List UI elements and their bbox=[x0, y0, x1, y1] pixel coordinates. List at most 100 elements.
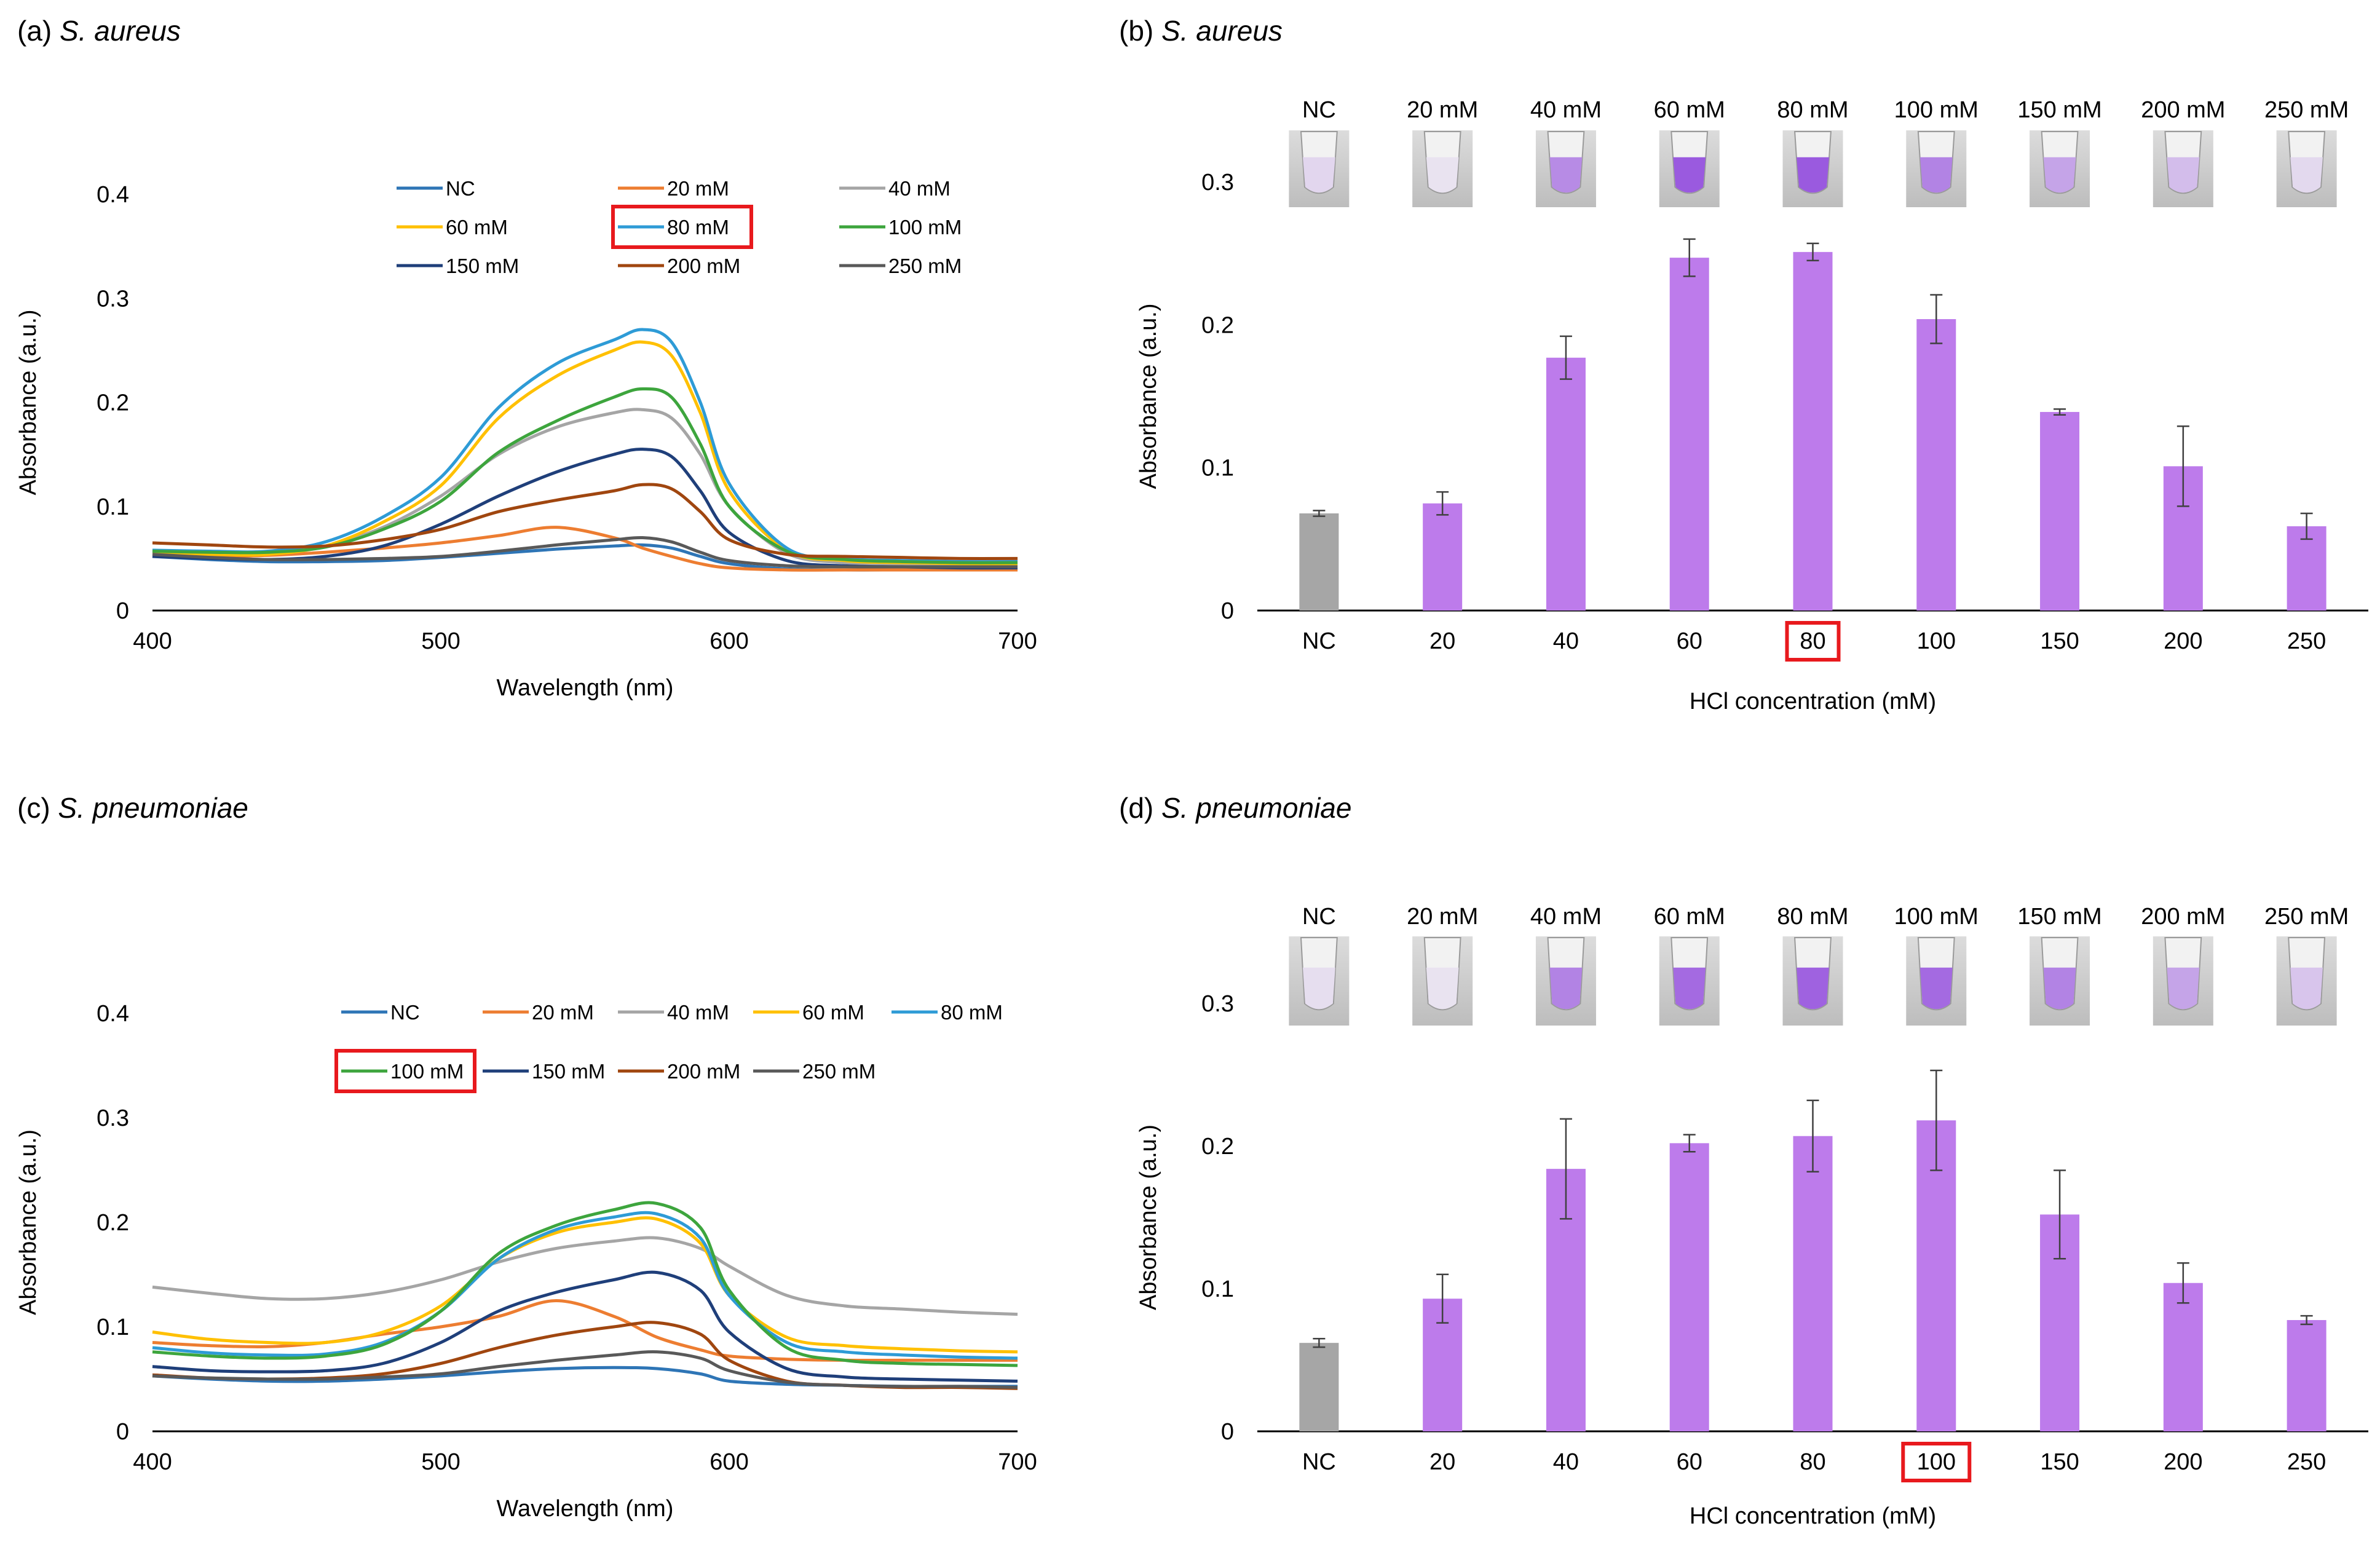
error-bar-80 bbox=[1806, 1099, 1819, 1173]
x-tick-label: 400 bbox=[133, 1449, 172, 1475]
y-tick-label: 0 bbox=[116, 598, 129, 624]
error-bar-100 bbox=[1930, 294, 1943, 344]
x-tick-label: 100 bbox=[1917, 1449, 1956, 1475]
panel-species-a: S. aureus bbox=[60, 15, 181, 47]
highlight-box bbox=[611, 205, 753, 249]
highlight-box bbox=[334, 1049, 476, 1093]
series-line-80-mm bbox=[152, 328, 1018, 564]
x-tick-label: NC bbox=[1302, 1449, 1336, 1475]
series-line-150-mm bbox=[152, 1270, 1018, 1383]
legend-item: 60 mM bbox=[397, 216, 508, 239]
error-bar-20 bbox=[1436, 1273, 1449, 1324]
legend-item: NC bbox=[397, 177, 475, 200]
series-line-80-mm bbox=[152, 1211, 1018, 1360]
x-axis-label: Wavelength (nm) bbox=[497, 1496, 674, 1522]
tube-photo-250 bbox=[2276, 936, 2337, 1026]
panel-title-d-text: (d) S. pneumoniae bbox=[1119, 792, 1351, 824]
tube-liquid bbox=[1549, 967, 1583, 1010]
x-axis-a: 400 500 600 700 Wavelength (nm) bbox=[133, 628, 1037, 701]
legend-label: 60 mM bbox=[802, 1001, 864, 1024]
error-bar-150 bbox=[2054, 408, 2066, 416]
error-bar-40 bbox=[1559, 335, 1572, 380]
tube-label: 80 mM bbox=[1777, 97, 1848, 123]
legend-label: 80 mM bbox=[941, 1001, 1003, 1024]
tube-photo-NC bbox=[1289, 130, 1350, 207]
panel-label-d: (d) bbox=[1119, 792, 1153, 824]
tube-photo-200 bbox=[2153, 936, 2213, 1026]
x-tick-label: 200 bbox=[2164, 1449, 2202, 1475]
x-tick-label: 80 bbox=[1800, 628, 1825, 654]
y-tick-label: 0.4 bbox=[97, 1001, 129, 1027]
panel-label-space-d bbox=[1153, 792, 1161, 824]
y-axis-label: Absorbance (a.u.) bbox=[1136, 303, 1161, 489]
y-tick-label: 0 bbox=[116, 1419, 129, 1445]
highlight-box bbox=[1785, 621, 1841, 662]
x-tick-label: 600 bbox=[710, 628, 748, 654]
bars-b bbox=[1299, 238, 2327, 611]
series-line-200-mm bbox=[152, 483, 1018, 560]
tube-liquid bbox=[2167, 157, 2200, 193]
x-tick-label: 700 bbox=[998, 628, 1037, 654]
x-tick-label: 40 bbox=[1553, 628, 1579, 654]
y-tick-label: 0.1 bbox=[1201, 456, 1234, 481]
x-tick-label: 400 bbox=[133, 628, 172, 654]
bar-60 bbox=[1669, 1143, 1709, 1431]
tube-liquid bbox=[1919, 967, 1953, 1010]
y-axis-label: Absorbance (a.u.) bbox=[1136, 1125, 1161, 1310]
series-line-100-mm bbox=[152, 387, 1018, 564]
x-axis-b: NC 20 40 60 80 100 150 200 250 HCl concentration … bbox=[1302, 621, 2326, 714]
error-bar-200 bbox=[2176, 425, 2189, 507]
series-group-c bbox=[152, 1201, 1018, 1390]
panel-label-c: (c) bbox=[17, 792, 50, 824]
x-tick-label: 60 bbox=[1677, 1449, 1702, 1475]
legend-label: 80 mM bbox=[667, 216, 729, 239]
legend-label: 20 mM bbox=[667, 177, 729, 200]
x-tick-label: 500 bbox=[421, 628, 460, 654]
error-bar-60 bbox=[1683, 1134, 1696, 1153]
y-tick-label: 0 bbox=[1221, 598, 1234, 624]
tube-photo-40 bbox=[1535, 936, 1596, 1026]
tube-liquid bbox=[1919, 157, 1953, 193]
tube-label: 150 mM bbox=[2017, 97, 2101, 123]
y-tick-label: 0.3 bbox=[97, 286, 129, 312]
bar-80 bbox=[1793, 1136, 1833, 1431]
legend-item: 250 mM bbox=[753, 1060, 876, 1083]
y-tick-label: 0.3 bbox=[1201, 991, 1234, 1017]
tube-label: 150 mM bbox=[2017, 904, 2101, 930]
x-tick-label: 20 bbox=[1429, 1449, 1455, 1475]
legend-label: NC bbox=[390, 1001, 420, 1024]
y-tick-label: 0.3 bbox=[1201, 170, 1234, 196]
x-tick-label: 100 bbox=[1917, 628, 1956, 654]
y-tick-label: 0.4 bbox=[97, 182, 129, 208]
tube-label: 200 mM bbox=[2141, 904, 2225, 930]
legend-item: 200 mM bbox=[618, 1060, 740, 1083]
bar-100 bbox=[1916, 319, 1956, 611]
legend-label: 250 mM bbox=[802, 1060, 876, 1083]
tube-label: 20 mM bbox=[1407, 97, 1478, 123]
panel-title-c-text: (c) S. pneumoniae bbox=[17, 792, 248, 824]
tube-liquid bbox=[1302, 157, 1335, 193]
y-axis-b: 0 0.1 0.2 0.3 Absorbance (a.u.) bbox=[1136, 170, 1234, 624]
tube-photo-80 bbox=[1782, 130, 1843, 207]
y-tick-label: 0.1 bbox=[97, 1315, 129, 1340]
tube-liquid bbox=[1302, 967, 1335, 1010]
tube-photo-80 bbox=[1782, 936, 1843, 1026]
legend-item: 200 mM bbox=[618, 255, 740, 277]
y-tick-label: 0 bbox=[1221, 1419, 1234, 1445]
bars-d bbox=[1299, 1069, 2327, 1431]
y-axis-label: Absorbance (a.u.) bbox=[15, 309, 41, 495]
legend-item: 20 mM bbox=[483, 1001, 594, 1024]
y-tick-label: 0.2 bbox=[97, 390, 129, 416]
tube-photo-NC bbox=[1289, 936, 1350, 1026]
tube-photo-60 bbox=[1659, 936, 1720, 1026]
panel-label-a: (a) bbox=[17, 15, 52, 47]
x-tick-label: 150 bbox=[2040, 628, 2079, 654]
tube-photo-20 bbox=[1412, 936, 1473, 1026]
legend-label: 150 mM bbox=[532, 1060, 605, 1083]
panel-title-b: (b) S. aureus bbox=[1119, 15, 1283, 47]
error-bar-200 bbox=[2176, 1262, 2189, 1304]
y-tick-label: 0.2 bbox=[1201, 1134, 1234, 1160]
tube-liquid bbox=[2167, 967, 2200, 1010]
bar-NC bbox=[1299, 1343, 1339, 1431]
